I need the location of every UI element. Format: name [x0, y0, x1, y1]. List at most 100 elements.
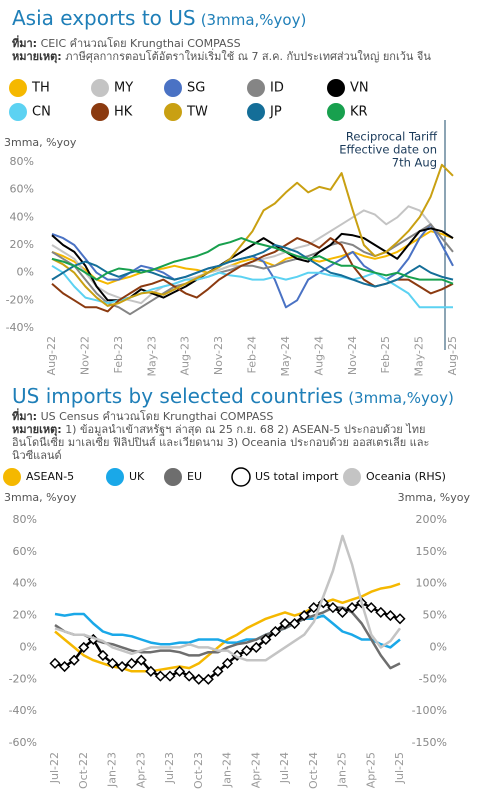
source-label: ที่มา:	[12, 410, 38, 423]
marker	[289, 617, 301, 630]
marker	[221, 657, 234, 669]
series-line	[51, 227, 454, 302]
x-tick-label: Aug-23	[179, 336, 192, 375]
y-axis-label: 3mma, %yoy	[4, 136, 77, 149]
marker	[97, 649, 109, 661]
x-tick-label: Nov-23	[212, 336, 225, 375]
x-tick-label: Jan-25	[336, 752, 349, 788]
x-tick-label: Apr-24	[249, 752, 262, 788]
x-tick-label: Feb-25	[379, 336, 392, 373]
legend-label: MY	[114, 81, 133, 96]
y-tick-label: 60%	[13, 545, 37, 558]
y-axis-label: 3mma, %yoy	[4, 491, 77, 504]
y-tick-label: -40%	[6, 321, 34, 334]
chart-subtitle: (3mma,%yoy)	[200, 11, 307, 29]
legend-label: EU	[187, 470, 202, 483]
chart-title: Asia exports to US	[12, 6, 196, 30]
marker	[68, 654, 80, 666]
source-text: US Census คำนวณโดย Krungthai COMPASS	[40, 410, 274, 423]
legend-label: KR	[350, 105, 368, 120]
marker	[49, 657, 61, 669]
marker	[59, 660, 71, 673]
x-tick-label: Jul-25	[393, 752, 406, 784]
marker	[384, 610, 396, 622]
series-line	[51, 163, 454, 307]
y2-tick-label: 100%	[416, 577, 447, 590]
legend-label: VN	[350, 81, 369, 96]
legend-swatch	[164, 103, 182, 121]
annotation: 7th Aug	[392, 156, 437, 170]
marker	[279, 617, 291, 630]
chart-subtitle: (3mma,%yoy)	[348, 389, 454, 407]
legend-swatch	[164, 468, 182, 486]
y2-tick-label: 150%	[416, 545, 447, 558]
header: Asia exports to US (3mma,%yoy)	[12, 6, 306, 30]
marker	[174, 665, 186, 677]
y-tick-label: -20%	[6, 293, 34, 306]
marker	[375, 606, 387, 618]
header: US imports by selected countries (3mma,%…	[12, 384, 454, 408]
annotation: Reciprocal Tariff	[346, 130, 438, 144]
legend-label: ID	[270, 81, 284, 96]
legend-label: JP	[269, 105, 282, 120]
x-tick-label: Nov-24	[346, 336, 359, 375]
marker	[250, 641, 262, 653]
note-text: 1) ข้อมูลนำเข้าสหรัฐฯ ล่าสุด ณ 25 ก.ย. 6…	[12, 423, 430, 462]
x-tick-label: Jul-23	[163, 752, 176, 784]
legend-swatch	[247, 79, 265, 97]
y2-tick-label: -100%	[412, 704, 447, 717]
marker	[394, 613, 406, 625]
x-tick-label: Jul-22	[48, 752, 61, 784]
marker	[193, 673, 205, 685]
y-tick-label: 80%	[13, 513, 37, 526]
marker	[106, 657, 119, 669]
y2-tick-label: 200%	[416, 513, 447, 526]
marker	[126, 657, 138, 669]
legend-label: HK	[114, 105, 133, 120]
legend-label: TH	[31, 81, 50, 96]
x-tick-label: May-23	[145, 336, 158, 377]
x-tick-label: Jul-24	[278, 752, 291, 784]
y-tick-label: 0%	[17, 266, 34, 279]
marker	[145, 665, 157, 677]
series-line	[51, 205, 454, 305]
x-tick-label: Aug-25	[446, 336, 459, 375]
x-tick-label: May-24	[279, 336, 292, 377]
legend-swatch	[164, 79, 182, 97]
x-tick-label: Oct-22	[77, 752, 90, 789]
marker	[154, 670, 166, 682]
legend-swatch	[9, 79, 27, 97]
y-tick-label: 60%	[10, 183, 34, 196]
x-tick-label: Apr-25	[364, 752, 377, 788]
legend-swatch	[91, 103, 109, 121]
legend-swatch	[3, 468, 21, 486]
series-line	[54, 612, 401, 649]
x-tick-label: Nov-22	[78, 336, 91, 375]
legend-swatch	[327, 79, 345, 97]
legend-swatch	[9, 103, 27, 121]
y-tick-label: 40%	[10, 210, 34, 223]
x-tick-label: May-25	[413, 336, 426, 377]
marker	[164, 670, 176, 682]
x-tick-label: Oct-23	[192, 752, 205, 789]
note-label: หมายเหตุ:	[12, 50, 62, 63]
marker	[116, 660, 128, 673]
y-tick-label: -60%	[9, 736, 37, 749]
note-label: หมายเหตุ:	[12, 423, 62, 436]
y2-tick-label: 0%	[430, 640, 447, 653]
legend-label: ASEAN-5	[26, 470, 74, 483]
annotation: Effective date on	[339, 143, 437, 157]
marker	[327, 602, 339, 614]
legend-label: UK	[129, 470, 145, 483]
series-line	[54, 534, 401, 662]
y-tick-label: -20%	[9, 672, 37, 685]
note-text: ภาษีศุลกากรตอบโต้อัตราใหม่เริ่มใช้ ณ 7 ส…	[65, 50, 431, 63]
x-tick-label: Oct-24	[307, 752, 320, 789]
legend-swatch	[327, 103, 345, 121]
marker	[346, 602, 358, 614]
x-tick-label: Aug-22	[45, 336, 58, 375]
marker	[241, 645, 253, 657]
legend-swatch	[343, 468, 361, 486]
marker	[365, 602, 377, 614]
